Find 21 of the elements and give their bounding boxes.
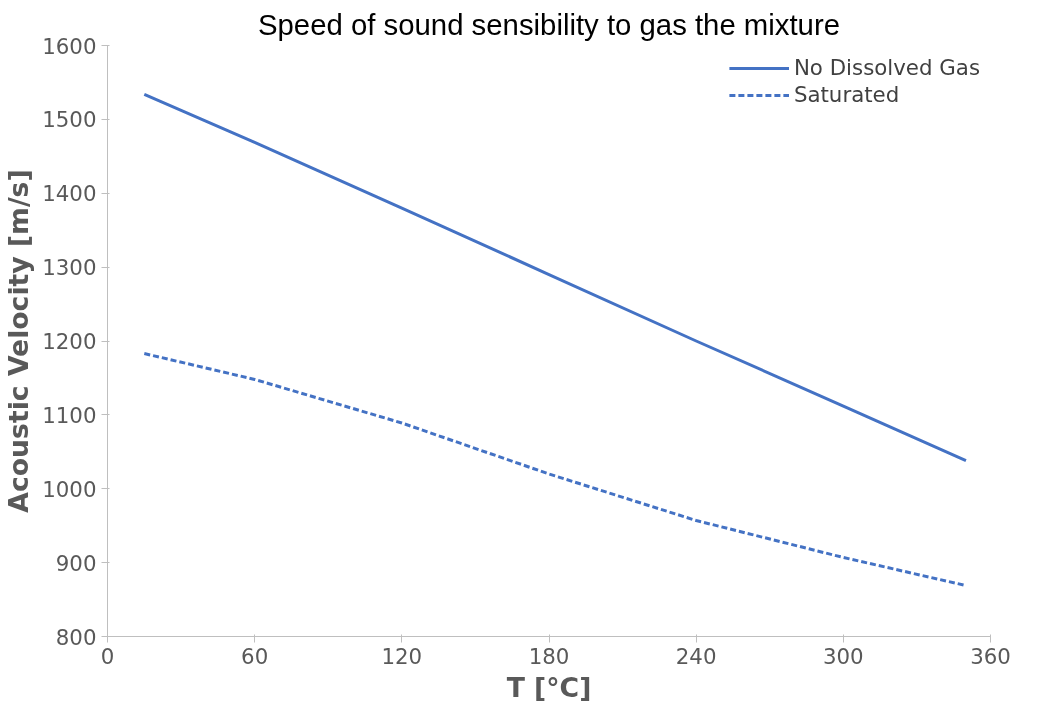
y-tick-label: 1200: [42, 329, 97, 354]
x-tick-label: 60: [241, 643, 269, 669]
y-tick-label: 1400: [42, 181, 97, 207]
legend-label: No Dissolved Gas: [793, 55, 980, 80]
legend-label: Saturated: [793, 82, 900, 107]
y-axis-title: Acoustic Velocity [m/s]: [3, 169, 35, 513]
x-tick-label: 360: [970, 643, 1011, 669]
x-tick-label: 240: [675, 643, 717, 669]
x-axis-title: T [°C]: [506, 671, 592, 703]
x-tick-label: 180: [528, 643, 570, 669]
y-tick-label: 800: [55, 624, 97, 650]
x-tick-label: 0: [100, 643, 115, 669]
y-tick-label: 1500: [42, 107, 97, 133]
x-tick-label: 120: [381, 643, 423, 669]
x-tick-label: 300: [822, 643, 864, 669]
chart-title: Speed of sound sensibility to gas the mixture: [258, 7, 841, 41]
y-tick-label: 1000: [42, 476, 97, 502]
y-tick-label: 900: [55, 550, 97, 576]
y-tick-label: 1100: [42, 402, 97, 428]
y-tick-label: 1600: [42, 33, 97, 59]
y-tick-label: 1300: [42, 255, 97, 281]
